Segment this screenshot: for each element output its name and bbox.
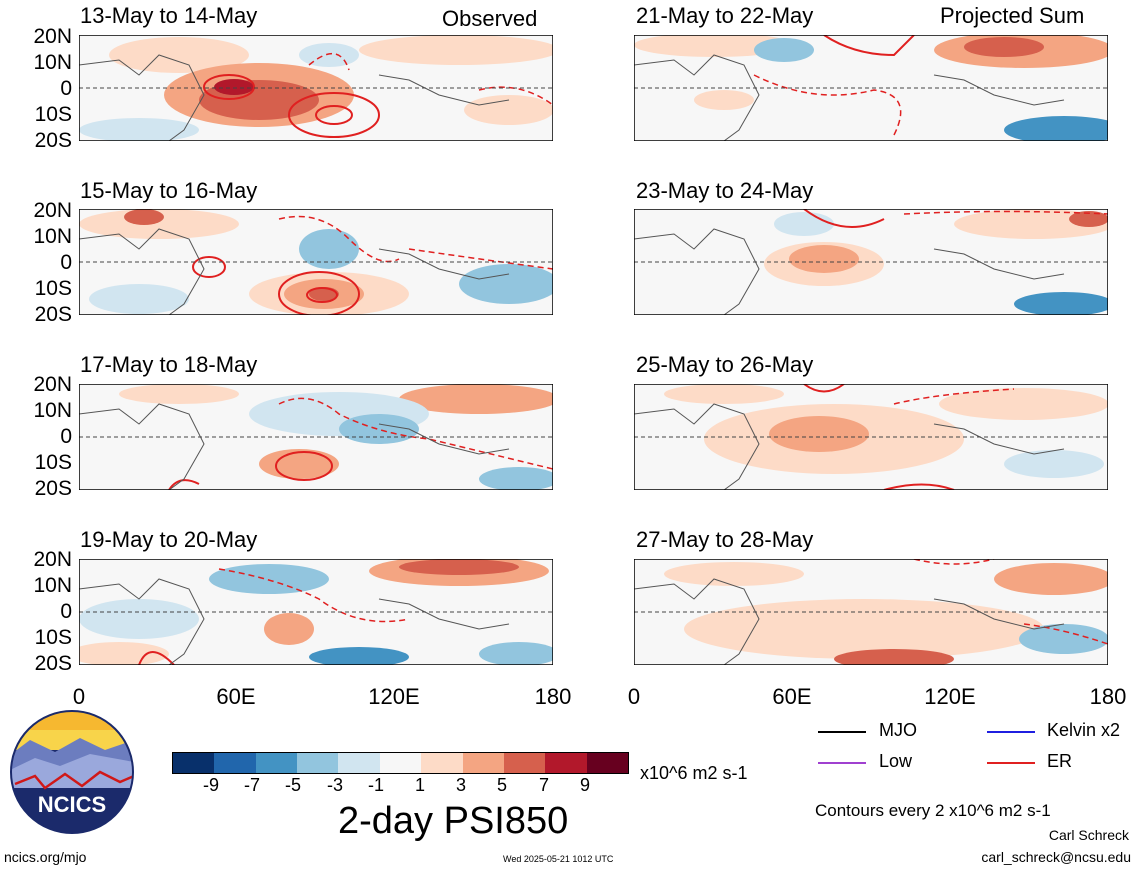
mjo-legend-label: MJO (879, 720, 917, 740)
colorbar-tick: 7 (539, 775, 550, 795)
lat-label: 0 (60, 600, 72, 623)
lat-label: 0 (60, 251, 72, 274)
lat-label: 20N (33, 373, 72, 396)
colorbar-tick: -5 (285, 775, 302, 795)
ncics-logo: NCICS (10, 710, 134, 834)
panel-4-title: 19-May to 20-May (80, 527, 258, 552)
colorbar-tick: 3 (456, 775, 467, 795)
lat-label: 20S (34, 477, 72, 500)
map-panel-8 (634, 559, 1108, 665)
colorbar-tick: 9 (580, 775, 591, 795)
lon-label: 0 (72, 684, 86, 709)
panel-6-title: 23-May to 24-May (636, 178, 814, 203)
lat-label: 10N (33, 225, 72, 248)
colorbar-swatch (586, 753, 628, 773)
lon-label: 60E (772, 684, 812, 709)
panel-3-title: 17-May to 18-May (80, 352, 258, 377)
map-panel-2 (79, 209, 553, 315)
colorbar-tick: -3 (327, 775, 344, 795)
lat-label: 10S (34, 451, 72, 474)
kelvin-line-swatch (987, 731, 1035, 733)
lon-label: 180 (534, 684, 572, 709)
low-line-swatch (818, 762, 866, 764)
er-line-swatch (987, 762, 1035, 764)
lat-label: 10N (33, 399, 72, 422)
lat-label: 10S (34, 626, 72, 649)
colorbar-swatch (421, 753, 463, 773)
colorbar-swatch (503, 753, 546, 773)
lat-label: 10S (34, 103, 72, 126)
colorbar-tick: -1 (368, 775, 385, 795)
projected-label: Projected Sum (940, 3, 1085, 28)
colorbar-tick: 1 (415, 775, 426, 795)
lat-label: 0 (60, 77, 72, 100)
colorbar-swatch (379, 753, 422, 773)
panel-2-title: 15-May to 16-May (80, 178, 258, 203)
lat-label: 20N (33, 199, 72, 222)
map-panel-3 (79, 384, 553, 490)
colorbar-swatch (462, 753, 504, 773)
lon-label: 120E (924, 684, 976, 709)
er-legend-label: ER (1047, 751, 1073, 771)
colorbar-swatch (545, 753, 587, 773)
footer-url[interactable]: ncics.org/mjo (4, 849, 87, 865)
colorbar-units: x10^6 m2 s-1 (640, 763, 748, 783)
kelvin-legend-label: Kelvin x2 (1047, 720, 1121, 740)
lat-label: 20S (34, 303, 72, 326)
colorbar-tick: 5 (497, 775, 508, 795)
lat-label: 0 (60, 425, 72, 448)
panel-8-title: 27-May to 28-May (636, 527, 814, 552)
map-panel-5 (634, 35, 1108, 141)
colorbar-tick: -9 (203, 775, 220, 795)
lat-label: 20S (34, 652, 72, 675)
map-panel-1 (79, 35, 553, 141)
panel-7-title: 25-May to 26-May (636, 352, 814, 377)
mjo-line-swatch (818, 731, 866, 733)
low-legend-label: Low (879, 751, 913, 771)
lat-label: 20N (33, 25, 72, 48)
lat-label: 10N (33, 51, 72, 74)
colorbar-swatch (255, 753, 298, 773)
lon-label: 180 (1089, 684, 1127, 709)
colorbar-swatch (214, 753, 256, 773)
footer-author: Carl Schreck (1048, 827, 1129, 843)
contours-note: Contours every 2 x10^6 m2 s-1 (815, 801, 1051, 820)
footer-email[interactable]: carl_schreck@ncsu.edu (981, 849, 1131, 865)
map-panel-6 (634, 209, 1108, 315)
lon-label: 60E (216, 684, 256, 709)
colorbar (172, 752, 629, 774)
lon-label: 0 (627, 684, 641, 709)
lat-label: 10N (33, 574, 72, 597)
panel-5-title: 21-May to 22-May (636, 3, 814, 28)
colorbar-swatch (338, 753, 380, 773)
map-panel-4 (79, 559, 553, 665)
colorbar-swatch (173, 753, 215, 773)
figure-title: 2-day PSI850 (338, 800, 569, 842)
colorbar-tick: -7 (244, 775, 261, 795)
lat-label: 20S (34, 129, 72, 152)
lat-label: 10S (34, 277, 72, 300)
footer-timestamp: Wed 2025-05-21 1012 UTC (503, 854, 614, 864)
map-panel-7 (634, 384, 1108, 490)
lon-label: 120E (368, 684, 420, 709)
logo-text: NCICS (38, 792, 106, 817)
colorbar-swatch (297, 753, 339, 773)
lat-label: 20N (33, 548, 72, 571)
observed-label: Observed (442, 6, 538, 31)
panel-1-title: 13-May to 14-May (80, 3, 258, 28)
